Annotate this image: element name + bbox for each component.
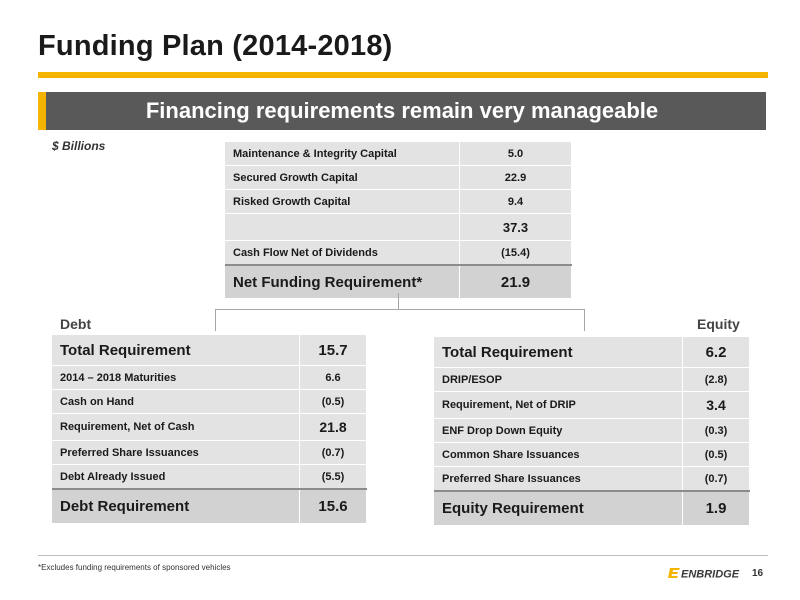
row-label: Cash on Hand [52,389,300,414]
row-value: 3.4 [682,391,750,419]
row-value: 5.0 [459,142,572,166]
title-underline [38,72,768,78]
table-row: DRIP/ESOP (2.8) [434,367,750,392]
row-label: DRIP/ESOP [434,367,683,392]
net-funding-value: 21.9 [459,264,572,299]
banner-accent [38,92,46,130]
debt-requirement-value: 15.6 [299,488,367,524]
table-row: Maintenance & Integrity Capital 5.0 [225,142,572,166]
footer-divider [38,555,768,556]
row-value: 6.6 [299,365,367,390]
table-row: Preferred Share Issuances (0.7) [52,440,367,465]
headline-banner: Financing requirements remain very manag… [38,92,766,130]
row-label: Cash Flow Net of Dividends [225,240,460,266]
row-value: 6.2 [682,337,750,368]
equity-requirement-label: Equity Requirement [434,490,683,526]
table-row: Requirement, Net of Cash 21.8 [52,413,367,441]
subtotal-row: 37.3 [225,213,572,241]
table-row: Cash Flow Net of Dividends (15.4) [225,240,572,266]
table-row: Cash on Hand (0.5) [52,389,367,414]
subtotal-value: 37.3 [459,213,572,241]
funding-summary-table: Maintenance & Integrity Capital 5.0 Secu… [225,142,572,299]
row-label: Maintenance & Integrity Capital [225,142,460,166]
table-row: Common Share Issuances (0.5) [434,442,750,467]
page-title: Funding Plan (2014-2018) [38,30,393,62]
banner-text: Financing requirements remain very manag… [145,98,659,123]
connector-stem [398,293,399,309]
subtotal-label [225,213,460,241]
row-label: Debt Already Issued [52,464,300,490]
table-row: 2014 – 2018 Maturities 6.6 [52,365,367,390]
logo-wordmark: ENBRIDGE [681,569,740,581]
row-label: Preferred Share Issuances [52,440,300,465]
row-value: (15.4) [459,240,572,266]
row-value: (0.5) [299,389,367,414]
page-number: 16 [752,568,764,579]
row-value: (0.7) [299,440,367,465]
row-label: 2014 – 2018 Maturities [52,365,300,390]
row-label: Common Share Issuances [434,442,683,467]
debt-requirement-row: Debt Requirement 15.6 [52,488,367,524]
table-row: Preferred Share Issuances (0.7) [434,466,750,492]
row-value: (2.8) [682,367,750,392]
equity-requirement-value: 1.9 [682,490,750,526]
connector-left-drop [215,309,216,331]
row-value: 15.7 [299,335,367,366]
equity-table: Total Requirement 6.2 DRIP/ESOP (2.8) Re… [434,337,750,526]
table-row: Total Requirement 6.2 [434,337,750,368]
row-value: 22.9 [459,165,572,190]
row-label: Requirement, Net of DRIP [434,391,683,419]
net-funding-label: Net Funding Requirement* [225,264,460,299]
row-value: (0.3) [682,418,750,443]
row-label: Requirement, Net of Cash [52,413,300,441]
table-row: Requirement, Net of DRIP 3.4 [434,391,750,419]
table-row: Total Requirement 15.7 [52,335,367,366]
row-label: Secured Growth Capital [225,165,460,190]
row-label: Preferred Share Issuances [434,466,683,492]
enbridge-logo: ENBRIDGE [668,566,746,585]
row-value: (5.5) [299,464,367,490]
equity-requirement-row: Equity Requirement 1.9 [434,490,750,526]
debt-requirement-label: Debt Requirement [52,488,300,524]
debt-table: Total Requirement 15.7 2014 – 2018 Matur… [52,335,367,524]
equity-heading: Equity [697,316,740,332]
table-row: Debt Already Issued (5.5) [52,464,367,490]
enbridge-e-icon: ENBRIDGE [668,568,740,581]
row-value: (0.5) [682,442,750,467]
row-value: 21.8 [299,413,367,441]
connector-right-drop [584,309,585,331]
units-label: $ Billions [52,139,106,153]
connector-horizontal [215,309,585,310]
row-label: Risked Growth Capital [225,189,460,214]
row-value: 9.4 [459,189,572,214]
row-label: Total Requirement [52,335,300,366]
debt-heading: Debt [60,316,92,332]
table-row: Risked Growth Capital 9.4 [225,189,572,214]
footnote: *Excludes funding requirements of sponso… [38,563,231,572]
net-funding-row: Net Funding Requirement* 21.9 [225,264,572,299]
row-label: Total Requirement [434,337,683,368]
row-value: (0.7) [682,466,750,492]
table-row: ENF Drop Down Equity (0.3) [434,418,750,443]
row-label: ENF Drop Down Equity [434,418,683,443]
table-row: Secured Growth Capital 22.9 [225,165,572,190]
